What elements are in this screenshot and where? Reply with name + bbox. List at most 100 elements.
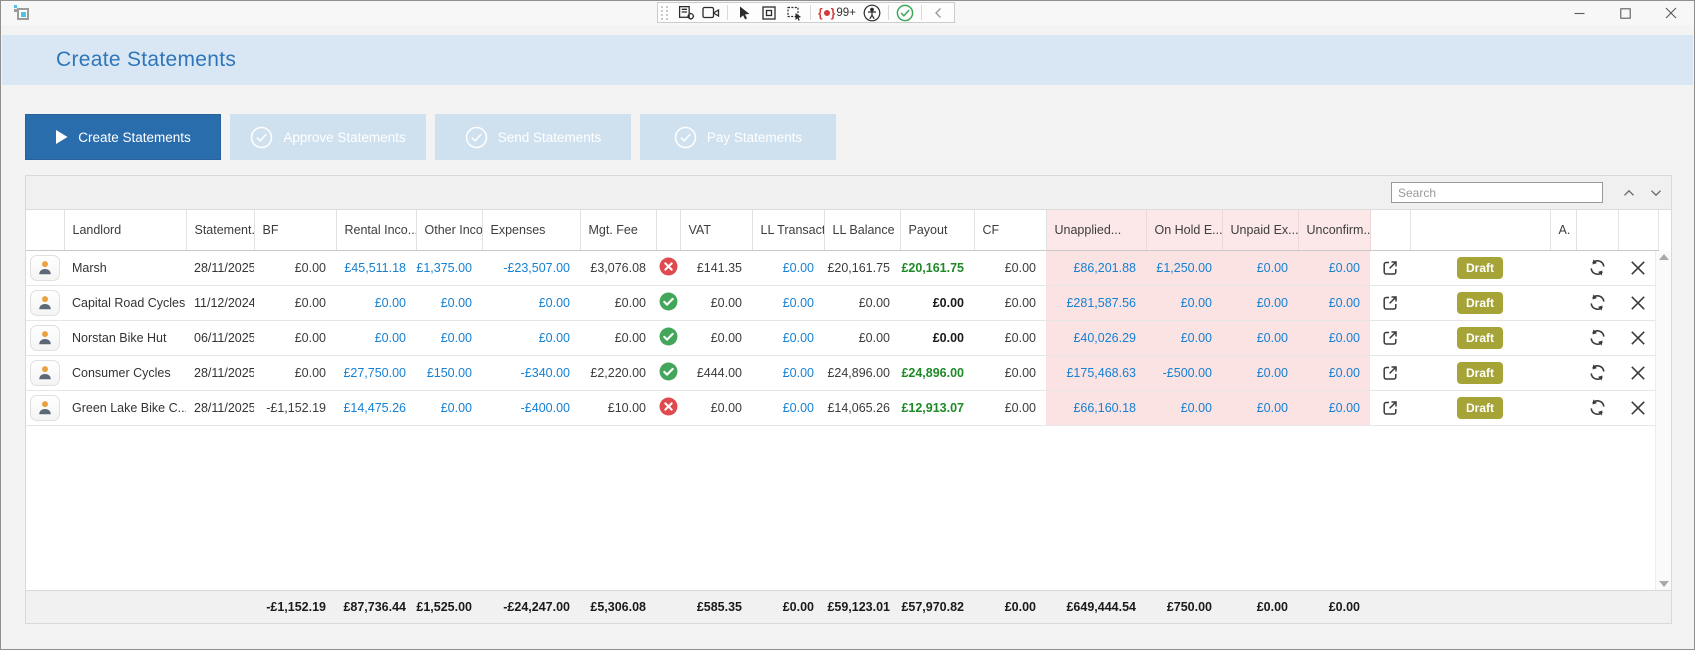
- col-header-avatar[interactable]: [26, 210, 64, 250]
- create-statements-button[interactable]: Create Statements: [25, 114, 221, 160]
- other_income-value[interactable]: £150.00: [416, 355, 482, 390]
- ll_transactions-value[interactable]: £0.00: [752, 320, 824, 355]
- accessibility-icon[interactable]: [863, 4, 881, 22]
- pay-statements-button[interactable]: Pay Statements: [640, 114, 836, 160]
- unconfirmed-value[interactable]: £0.00: [1298, 285, 1370, 320]
- col-header-other_income[interactable]: Other Inco...: [416, 210, 482, 250]
- open-statement-icon[interactable]: [1377, 395, 1403, 421]
- ll_transactions-value[interactable]: £0.00: [752, 355, 824, 390]
- landlord-avatar-button[interactable]: [30, 290, 60, 316]
- vertical-scrollbar[interactable]: [1655, 251, 1671, 590]
- unapplied-value[interactable]: £66,160.18: [1046, 390, 1146, 425]
- unpaid-value[interactable]: £0.00: [1222, 390, 1298, 425]
- col-header-payout[interactable]: Payout: [900, 210, 974, 250]
- expenses-value[interactable]: -£23,507.00: [482, 250, 580, 285]
- ll_transactions-value[interactable]: £0.00: [752, 390, 824, 425]
- region-select-icon[interactable]: [785, 4, 803, 22]
- col-header-cf[interactable]: CF: [974, 210, 1046, 250]
- other_income-value[interactable]: £0.00: [416, 320, 482, 355]
- landlord-avatar-button[interactable]: [30, 360, 60, 386]
- maximize-button[interactable]: [1602, 1, 1648, 25]
- expenses-value[interactable]: £0.00: [482, 285, 580, 320]
- approve-statements-button[interactable]: Approve Statements: [230, 114, 426, 160]
- unpaid-value[interactable]: £0.00: [1222, 250, 1298, 285]
- delete-row-icon[interactable]: [1625, 360, 1651, 386]
- refresh-icon[interactable]: [1584, 290, 1610, 316]
- collapse-icon[interactable]: [929, 4, 947, 22]
- other_income-value[interactable]: £1,375.00: [416, 250, 482, 285]
- form-settings-icon[interactable]: [677, 4, 695, 22]
- col-header-statement_date[interactable]: Statement...: [186, 210, 254, 250]
- col-header-unpaid[interactable]: Unpaid Ex...: [1222, 210, 1298, 250]
- unapplied-value[interactable]: £281,587.56: [1046, 285, 1146, 320]
- minimize-button[interactable]: [1556, 1, 1602, 25]
- refresh-icon[interactable]: [1584, 360, 1610, 386]
- delete-row-icon[interactable]: [1625, 395, 1651, 421]
- landlord-avatar-button[interactable]: [30, 325, 60, 351]
- on_hold-value[interactable]: £0.00: [1146, 390, 1222, 425]
- col-header-mgt_fee[interactable]: Mgt. Fee: [580, 210, 656, 250]
- landlord-avatar-button[interactable]: [30, 395, 60, 421]
- col-header-unapplied[interactable]: Unapplied...: [1046, 210, 1146, 250]
- on_hold-value[interactable]: -£500.00: [1146, 355, 1222, 390]
- col-header-vat[interactable]: VAT: [680, 210, 752, 250]
- on_hold-value[interactable]: £0.00: [1146, 320, 1222, 355]
- col-header-draft[interactable]: [1410, 210, 1550, 250]
- unconfirmed-value[interactable]: £0.00: [1298, 250, 1370, 285]
- unapplied-value[interactable]: £40,026.29: [1046, 320, 1146, 355]
- unconfirmed-value[interactable]: £0.00: [1298, 355, 1370, 390]
- success-icon[interactable]: [896, 4, 914, 22]
- col-header-a[interactable]: A.: [1550, 210, 1576, 250]
- col-header-expenses[interactable]: Expenses: [482, 210, 580, 250]
- rental_income-value[interactable]: £14,475.26: [336, 390, 416, 425]
- unpaid-value[interactable]: £0.00: [1222, 285, 1298, 320]
- unconfirmed-value[interactable]: £0.00: [1298, 320, 1370, 355]
- camera-icon[interactable]: [702, 4, 720, 22]
- open-statement-icon[interactable]: [1377, 360, 1403, 386]
- search-previous-button[interactable]: [1615, 181, 1642, 205]
- landlord-avatar-button[interactable]: [30, 255, 60, 281]
- other_income-value[interactable]: £0.00: [416, 390, 482, 425]
- refresh-icon[interactable]: [1584, 395, 1610, 421]
- col-header-rental_income[interactable]: Rental Inco...: [336, 210, 416, 250]
- col-header-ll_transactions[interactable]: LL Transact...: [752, 210, 824, 250]
- record-icon[interactable]: {} 99+: [818, 6, 856, 20]
- on_hold-value[interactable]: £0.00: [1146, 285, 1222, 320]
- col-header-unconfirmed[interactable]: Unconfirm...: [1298, 210, 1370, 250]
- col-header-on_hold[interactable]: On Hold E...: [1146, 210, 1222, 250]
- col-header-refresh[interactable]: [1576, 210, 1618, 250]
- open-statement-icon[interactable]: [1377, 290, 1403, 316]
- delete-row-icon[interactable]: [1625, 255, 1651, 281]
- send-statements-button[interactable]: Send Statements: [435, 114, 631, 160]
- unpaid-value[interactable]: £0.00: [1222, 355, 1298, 390]
- rental_income-value[interactable]: £0.00: [336, 285, 416, 320]
- open-statement-icon[interactable]: [1377, 325, 1403, 351]
- ll_transactions-value[interactable]: £0.00: [752, 250, 824, 285]
- rental_income-value[interactable]: £27,750.00: [336, 355, 416, 390]
- delete-row-icon[interactable]: [1625, 290, 1651, 316]
- col-header-delete[interactable]: [1618, 210, 1658, 250]
- delete-row-icon[interactable]: [1625, 325, 1651, 351]
- expenses-value[interactable]: -£340.00: [482, 355, 580, 390]
- unapplied-value[interactable]: £86,201.88: [1046, 250, 1146, 285]
- col-header-status[interactable]: [656, 210, 680, 250]
- select-pointer-icon[interactable]: [735, 4, 753, 22]
- scroll-down-icon[interactable]: [1659, 581, 1669, 587]
- expenses-value[interactable]: £0.00: [482, 320, 580, 355]
- ll_transactions-value[interactable]: £0.00: [752, 285, 824, 320]
- other_income-value[interactable]: £0.00: [416, 285, 482, 320]
- drag-grip-icon[interactable]: [661, 6, 669, 20]
- frame-icon[interactable]: [760, 4, 778, 22]
- col-header-ll_balance[interactable]: LL Balance: [824, 210, 900, 250]
- refresh-icon[interactable]: [1584, 325, 1610, 351]
- search-next-button[interactable]: [1642, 181, 1669, 205]
- unpaid-value[interactable]: £0.00: [1222, 320, 1298, 355]
- col-header-bf[interactable]: BF: [254, 210, 336, 250]
- on_hold-value[interactable]: £1,250.00: [1146, 250, 1222, 285]
- expenses-value[interactable]: -£400.00: [482, 390, 580, 425]
- unapplied-value[interactable]: £175,468.63: [1046, 355, 1146, 390]
- unconfirmed-value[interactable]: £0.00: [1298, 390, 1370, 425]
- scroll-up-icon[interactable]: [1659, 254, 1669, 260]
- col-header-open[interactable]: [1370, 210, 1410, 250]
- open-statement-icon[interactable]: [1377, 255, 1403, 281]
